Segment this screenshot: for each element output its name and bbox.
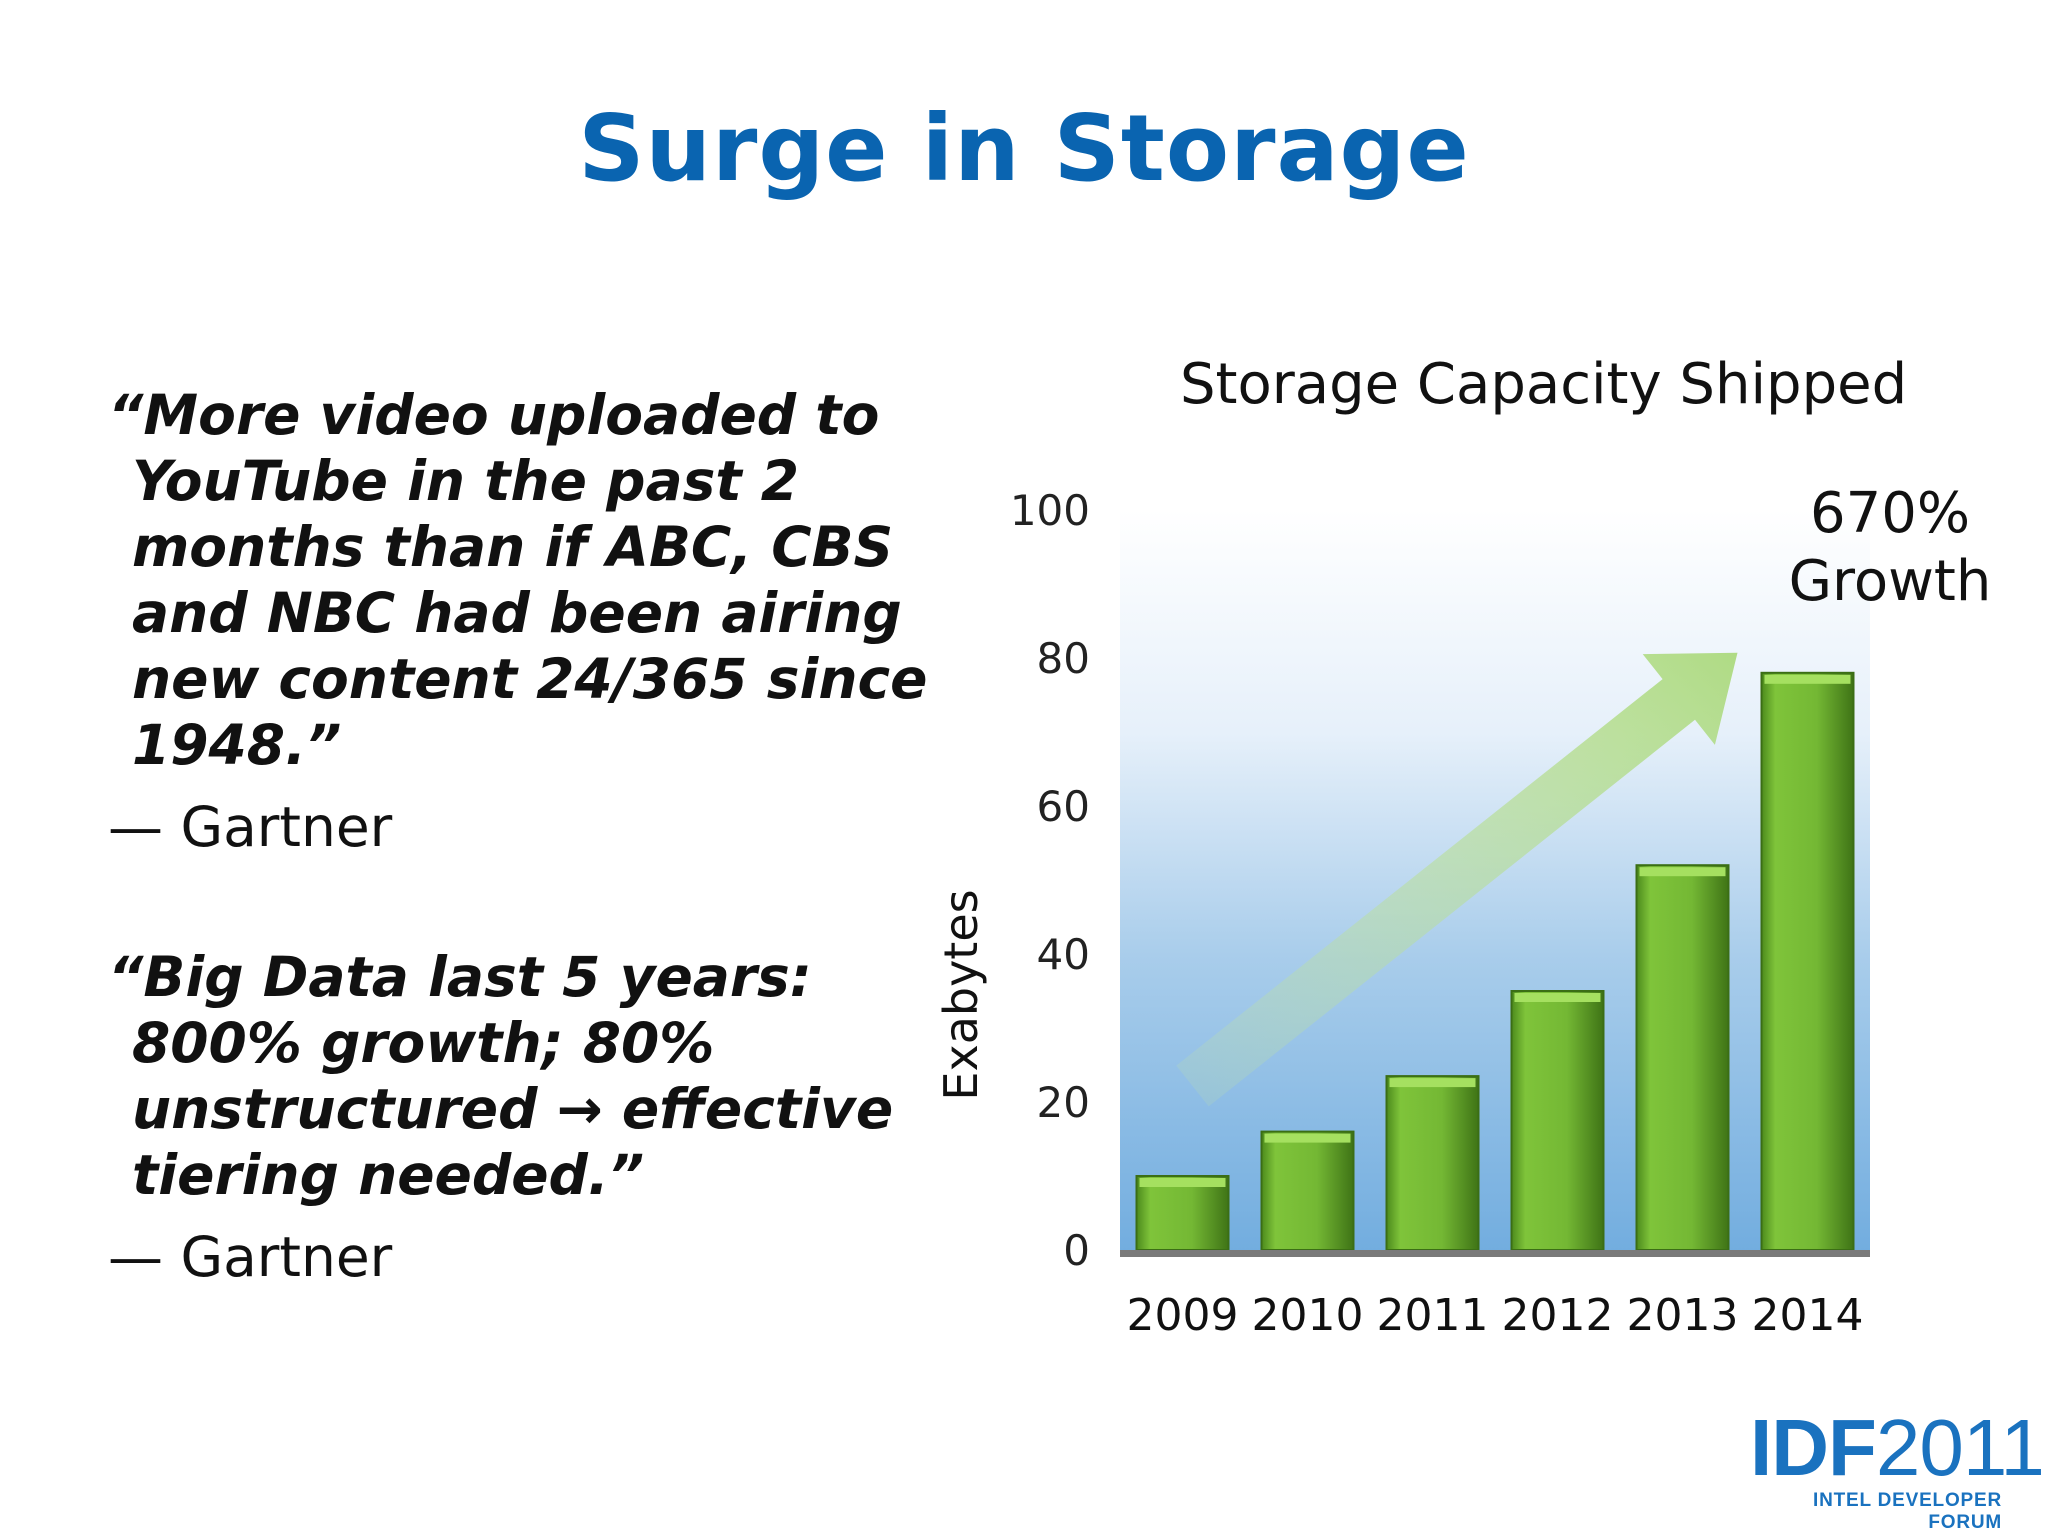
growth-annotation: 670% Growth (1770, 480, 2010, 616)
x-tick-label-2012: 2012 (1502, 1290, 1614, 1341)
quote-big-data: “Big Data last 5 years: 800% growth; 80%… (108, 945, 894, 1207)
y-tick-label-80: 80 (1037, 634, 1090, 683)
quote-youtube: “More video uploaded to YouTube in the p… (108, 383, 928, 777)
y-tick-label-60: 60 (1037, 782, 1090, 831)
bar-2011 (1385, 1075, 1480, 1251)
bar-highlight-2009 (1139, 1178, 1226, 1187)
chart-title: Storage Capacity Shipped (1180, 352, 1908, 417)
growth-annotation-percent: 670% (1809, 481, 1971, 546)
idf-logo: IDF2011 INTEL DEVELOPER FORUM (1750, 1408, 2045, 1534)
bar-2009 (1135, 1175, 1230, 1251)
x-tick-label-2010: 2010 (1252, 1290, 1364, 1341)
bar-2014 (1760, 671, 1855, 1252)
growth-annotation-label: Growth (1788, 549, 1992, 614)
idf-logo-idf: IDF (1750, 1403, 1877, 1492)
quotes-panel: “More video uploaded to YouTube in the p… (108, 382, 928, 1290)
idf-logo-subtitle: INTEL DEVELOPER FORUM (1812, 1490, 2002, 1533)
bar-2010 (1260, 1130, 1355, 1251)
idf-logo-wordmark: IDF2011 (1750, 1408, 2045, 1488)
bar-2012 (1510, 990, 1605, 1251)
y-tick-label-20: 20 (1037, 1078, 1090, 1127)
idf-logo-year: 2011 (1875, 1403, 2045, 1492)
x-tick-label-2014: 2014 (1752, 1290, 1864, 1341)
y-axis-label: Exabytes (934, 889, 988, 1100)
y-tick-label-40: 40 (1037, 930, 1090, 979)
bar-2013 (1635, 864, 1730, 1251)
x-tick-label-2009: 2009 (1127, 1290, 1239, 1341)
quote-attribution-gartner-2: — Gartner (108, 1225, 393, 1289)
growth-arrow (1176, 652, 1738, 1107)
storage-bar-chart: 0 20 40 60 80 100 2009 2010 2011 2012 2013 2014 Ex… (934, 486, 1870, 1341)
y-tick-label-0: 0 (1063, 1226, 1090, 1275)
x-tick-label-2011: 2011 (1377, 1290, 1489, 1341)
bar-highlight-2010 (1264, 1133, 1351, 1143)
x-axis-baseline (1120, 1250, 1870, 1257)
plot-background (1120, 510, 1870, 1252)
x-tick-label-2013: 2013 (1627, 1290, 1739, 1341)
bar-highlight-2011 (1389, 1078, 1476, 1088)
y-tick-label-100: 100 (1010, 486, 1090, 535)
quote-attribution-gartner: — Gartner (108, 795, 393, 859)
bar-highlight-2014 (1764, 674, 1851, 684)
bar-highlight-2013 (1639, 867, 1726, 877)
bar-highlight-2012 (1514, 993, 1601, 1002)
slide-title: Surge in Storage (578, 95, 1470, 202)
